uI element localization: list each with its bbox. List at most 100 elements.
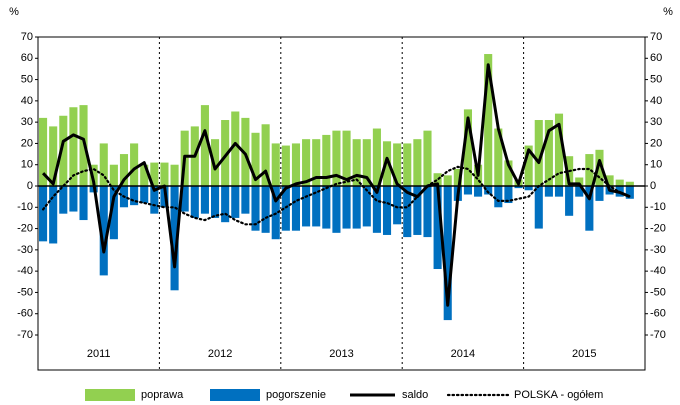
bar <box>251 132 260 186</box>
y-tick-label: -70 <box>17 329 33 341</box>
y2-tick-label: -10 <box>650 201 666 213</box>
bar <box>99 143 108 186</box>
legend-swatch <box>210 389 260 401</box>
bar <box>210 186 220 218</box>
bar <box>190 186 199 218</box>
x-group-label: 2012 <box>208 348 232 360</box>
bar <box>362 139 371 186</box>
bar <box>474 186 483 197</box>
y2-tick-label: 30 <box>650 116 662 128</box>
bar <box>585 186 594 231</box>
y-tick-label: -50 <box>17 286 33 298</box>
x-group-label: 2011 <box>87 348 111 360</box>
y2-tick-label: 0 <box>650 180 656 192</box>
bar <box>382 141 392 186</box>
bar <box>200 186 209 214</box>
bar <box>625 181 634 186</box>
y2-tick-label: 70 <box>650 31 662 43</box>
bar <box>504 186 513 204</box>
bar <box>170 186 179 291</box>
y-tick-label: 60 <box>21 52 33 64</box>
bar <box>504 160 513 186</box>
bar <box>463 109 473 186</box>
x-group-label: 2013 <box>329 348 353 360</box>
bar <box>423 130 432 186</box>
bar <box>39 117 48 186</box>
bar <box>393 186 402 225</box>
bar <box>160 162 169 186</box>
bar <box>251 186 260 231</box>
bar <box>291 143 301 186</box>
y-tick-label: 20 <box>21 137 33 149</box>
bar <box>200 105 209 186</box>
bar <box>362 186 371 227</box>
y-tick-label: 30 <box>21 116 33 128</box>
y2-tick-label: -60 <box>650 308 666 320</box>
y-tick-label: 10 <box>21 159 33 171</box>
bar <box>281 145 290 186</box>
bar <box>352 186 361 229</box>
y2-tick-label: 10 <box>650 159 662 171</box>
bar <box>625 186 634 199</box>
bar <box>565 186 574 216</box>
y-tick-label: 40 <box>21 95 33 107</box>
y-tick-label: -10 <box>17 201 33 213</box>
bar <box>130 186 139 206</box>
legend-label: poprawa <box>141 389 184 401</box>
bar <box>453 168 462 186</box>
bar <box>332 186 341 233</box>
y-tick-label: 70 <box>21 31 33 43</box>
bar <box>322 134 331 186</box>
bar <box>443 175 452 186</box>
bar <box>413 186 422 235</box>
bar <box>544 120 553 186</box>
bar <box>109 186 118 240</box>
bar <box>231 186 240 218</box>
bar <box>575 177 584 186</box>
bar <box>403 143 412 186</box>
y2-tick-label: -40 <box>650 265 666 277</box>
bar <box>291 186 301 231</box>
x-group-label: 2014 <box>451 348 475 360</box>
bar <box>595 186 604 201</box>
bar <box>221 186 230 223</box>
bar <box>322 186 331 229</box>
bar <box>524 145 533 186</box>
bar <box>463 186 473 195</box>
bar <box>534 120 543 186</box>
bar <box>241 186 250 214</box>
bar <box>393 143 402 186</box>
legend-label: pogorszenie <box>266 389 326 401</box>
bar <box>605 175 614 186</box>
bar <box>413 139 422 186</box>
bar <box>615 179 624 186</box>
bar <box>443 186 452 321</box>
bar <box>484 186 493 195</box>
bar <box>89 164 98 186</box>
bar <box>59 186 68 214</box>
bar <box>312 139 321 186</box>
bar <box>575 186 584 197</box>
bar <box>119 154 129 186</box>
legend-label: saldo <box>402 389 428 401</box>
y2-tick-label: -30 <box>650 244 666 256</box>
bar <box>342 186 351 229</box>
bar <box>433 173 442 186</box>
bar <box>554 186 564 197</box>
bar <box>221 120 230 186</box>
bar <box>494 186 503 208</box>
bar <box>585 154 594 186</box>
bar <box>524 186 533 191</box>
bar <box>231 111 240 186</box>
bar <box>79 186 88 221</box>
legend-swatch <box>85 389 135 401</box>
line <box>42 63 631 307</box>
bar <box>544 186 553 197</box>
dotted-line <box>42 165 631 226</box>
bar <box>534 186 543 229</box>
bar <box>352 139 361 186</box>
y-tick-label: -40 <box>17 265 33 277</box>
bar <box>180 186 189 212</box>
x-group-label: 2015 <box>572 348 596 360</box>
bar <box>261 186 270 233</box>
